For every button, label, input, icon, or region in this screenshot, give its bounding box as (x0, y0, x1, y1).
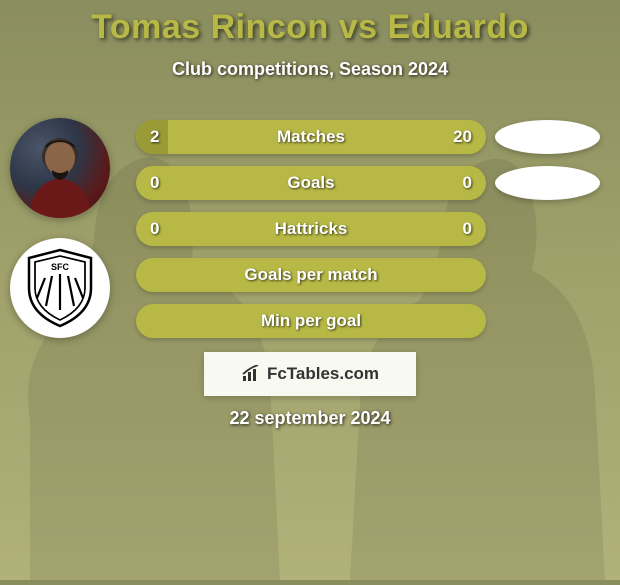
bar-value-left: 2 (150, 127, 159, 147)
ellipses-column (495, 120, 600, 212)
stat-bar-goals-per-match: Goals per match (136, 258, 486, 292)
brand-text: FcTables.com (267, 364, 379, 384)
ellipse-indicator (495, 166, 600, 200)
bar-label: Goals (287, 173, 334, 193)
bar-label: Goals per match (244, 265, 377, 285)
bar-label: Min per goal (261, 311, 361, 331)
stat-bar-min-per-goal: Min per goal (136, 304, 486, 338)
stat-bar-hattricks: 0 0 Hattricks (136, 212, 486, 246)
avatars-column: SFC (10, 118, 110, 358)
comparison-bars: 2 20 Matches 0 0 Goals 0 0 Hattricks Goals per ma… (136, 120, 486, 350)
date-text: 22 september 2024 (229, 408, 390, 429)
team-badge: SFC (10, 238, 110, 338)
bar-value-left: 0 (150, 219, 159, 239)
chart-icon (241, 365, 263, 383)
ellipse-indicator (495, 120, 600, 154)
svg-text:SFC: SFC (51, 262, 70, 272)
player1-avatar (10, 118, 110, 218)
bar-value-right: 20 (453, 127, 472, 147)
bar-label: Hattricks (275, 219, 348, 239)
shield-icon: SFC (25, 248, 95, 328)
stat-bar-matches: 2 20 Matches (136, 120, 486, 154)
bar-label: Matches (277, 127, 345, 147)
bar-value-left: 0 (150, 173, 159, 193)
brand-box: FcTables.com (204, 352, 416, 396)
bar-value-right: 0 (463, 173, 472, 193)
stat-bar-goals: 0 0 Goals (136, 166, 486, 200)
bar-value-right: 0 (463, 219, 472, 239)
